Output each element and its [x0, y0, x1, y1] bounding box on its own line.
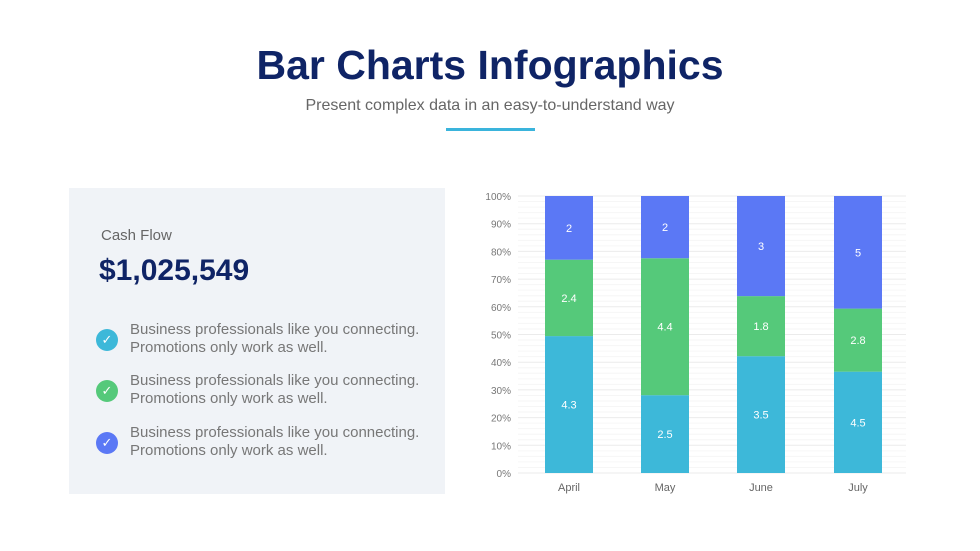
bar-segment [545, 336, 593, 473]
data-label: 4.5 [850, 417, 865, 429]
data-label: 2 [662, 222, 668, 234]
data-label: 5 [855, 247, 861, 259]
data-label: 3 [758, 241, 764, 253]
bar-segment [737, 296, 785, 357]
cash-flow-label: Cash Flow [101, 227, 172, 244]
bar-segment [641, 258, 689, 396]
cash-flow-card: Cash Flow $1,025,549 ✓ Business professi… [69, 188, 445, 494]
item-text-line: Business professionals like you connecti… [130, 321, 420, 338]
y-tick-label: 70% [491, 275, 511, 286]
y-tick-label: 30% [491, 386, 511, 397]
x-tick-label: May [655, 482, 676, 494]
item-text-line: Business professionals like you connecti… [130, 372, 420, 389]
data-label: 2.4 [561, 293, 576, 305]
x-tick-label: June [749, 482, 773, 494]
y-tick-label: 50% [491, 331, 511, 342]
page-subtitle: Present complex data in an easy-to-under… [305, 97, 675, 114]
item-text-line: Business professionals like you connecti… [130, 424, 420, 441]
item-text-line: Promotions only work as well. [130, 442, 328, 459]
check-icon: ✓ [96, 380, 118, 402]
y-tick-label: 10% [491, 441, 511, 452]
y-tick-label: 20% [491, 414, 511, 425]
bar-segment [737, 196, 785, 297]
data-label: 2.8 [850, 335, 865, 347]
title-divider [446, 128, 535, 131]
y-tick-label: 40% [491, 358, 511, 369]
check-icon: ✓ [96, 329, 118, 351]
y-tick-label: 0% [497, 469, 512, 480]
data-label: 1.8 [753, 321, 768, 333]
data-label: 2.5 [657, 429, 672, 441]
y-tick-label: 90% [491, 220, 511, 231]
cash-flow-value: $1,025,549 [99, 254, 250, 287]
bar-segment [834, 196, 882, 309]
data-label: 3.5 [753, 410, 768, 422]
data-label: 4.3 [561, 400, 576, 412]
y-tick-label: 100% [485, 192, 511, 203]
bar-segment [641, 395, 689, 473]
page-title: Bar Charts Infographics [256, 42, 724, 88]
bar-segment [545, 196, 593, 260]
y-tick-label: 80% [491, 247, 511, 258]
bar-segment [834, 371, 882, 473]
x-tick-label: April [558, 482, 580, 494]
x-tick-label: July [848, 482, 868, 494]
bar-segment [641, 196, 689, 259]
y-tick-label: 60% [491, 303, 511, 314]
bar-segment [545, 259, 593, 337]
data-label: 2 [566, 223, 572, 235]
item-text-line: Promotions only work as well. [130, 339, 328, 356]
bar-segment [834, 308, 882, 372]
data-label: 4.4 [657, 322, 672, 334]
check-icon: ✓ [96, 432, 118, 454]
bar-segment [737, 356, 785, 473]
item-text-line: Promotions only work as well. [130, 390, 328, 407]
